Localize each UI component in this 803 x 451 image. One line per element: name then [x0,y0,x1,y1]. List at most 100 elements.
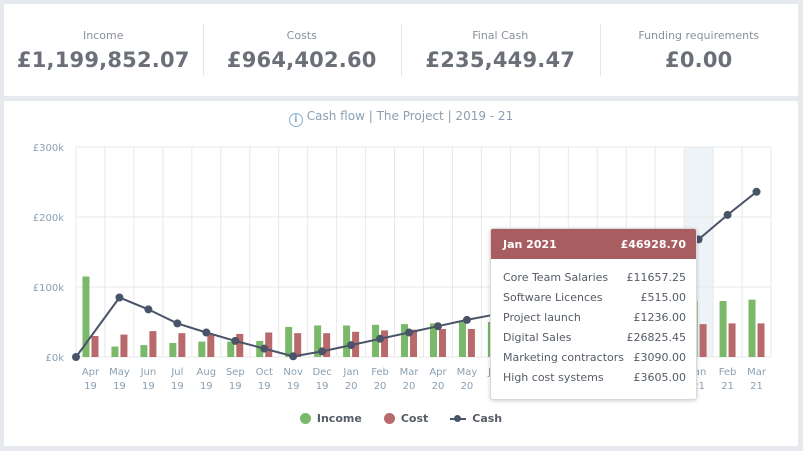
x-tick-month: Dec [312,367,331,378]
tooltip-row-label: Software Licences [503,290,603,304]
y-tick-label: £0k [45,353,64,364]
tooltip-row: Software Licences £515.00 [503,287,686,307]
cash-point [144,305,153,314]
tooltip-row-value: £11657.25 [626,270,687,284]
tooltip-row-label: High cost systems [503,370,604,384]
income-bar [314,325,322,357]
income-bar [372,324,380,357]
tooltip-body: Core Team Salaries £11657.25 Software Lic… [491,259,696,387]
tooltip-row-label: Core Team Salaries [503,270,609,284]
x-tick-month: Mar [400,367,420,378]
y-tick-label: £300k [33,143,64,154]
legend-item-income[interactable]: Income [299,412,362,425]
kpi-label: Funding requirements [638,28,760,42]
y-tick-label: £100k [33,283,64,294]
cost-bar [207,334,215,357]
tooltip-total: £46928.70 [620,237,686,251]
income-bar [198,341,206,357]
tooltip-row-label: Project launch [503,310,581,324]
x-tick-month: Apr [429,367,447,378]
x-tick-month: Nov [283,367,303,378]
tooltip-row-value: £515.00 [640,290,687,304]
x-tick-month: Apr [82,367,100,378]
tooltip-row-value: £26825.45 [626,330,687,344]
x-tick-year: 19 [84,381,97,392]
x-tick-year: 19 [113,381,126,392]
x-tick-year: 20 [345,381,358,392]
cost-swatch [383,413,395,424]
cash-point [173,319,182,328]
x-tick-month: Jul [170,367,183,378]
x-tick-month: Aug [197,367,217,378]
cash-point [752,187,761,196]
cash-point [462,315,471,324]
tooltip-row-value: £1236.00 [633,310,687,324]
kpi-label: Final Cash [472,28,529,42]
tooltip-row: High cost systems £3605.00 [503,367,686,387]
x-tick-month: Feb [371,367,389,378]
cash-point [72,353,80,361]
income-bar [169,343,177,357]
legend-item-cash[interactable]: Cash [450,412,502,425]
cash-point [347,341,356,350]
cost-bar [467,329,475,357]
tooltip-month: Jan 2021 [503,237,557,251]
x-tick-year: 21 [692,381,705,392]
cost-bar [438,329,446,357]
cost-bar [149,331,157,357]
cost-bar [728,323,736,357]
legend-label: Cost [400,412,429,425]
kpi-label: Income [83,28,124,42]
chart-title: Cash flow | The Project | 2019 - 21 [306,109,514,123]
cash-line-swatch [450,413,467,424]
cash-point [289,352,298,361]
income-bar [285,326,293,357]
income-bar [719,301,727,357]
income-bar [227,341,235,357]
x-tick-year: 19 [171,381,184,392]
x-tick-month: Feb [719,367,737,378]
income-bar [429,323,437,357]
cost-bar [294,333,302,357]
x-tick-year: 19 [258,381,271,392]
cash-point [723,210,732,219]
x-tick-month: Mar [747,367,767,378]
x-tick-year: 20 [374,381,387,392]
info-icon[interactable]: i [288,113,303,127]
x-tick-month: May [457,367,478,378]
x-tick-year: 21 [750,381,763,392]
x-tick-year: 19 [287,381,300,392]
cost-bar [323,333,331,357]
cost-bar [410,329,418,357]
x-tick-year: 20 [461,381,474,392]
kpi-label: Costs [286,28,317,42]
x-tick-month: Jun [140,367,157,378]
cost-bar [120,334,128,357]
cost-bar [91,336,99,357]
income-bar [82,276,90,357]
income-bar [748,299,756,357]
x-tick-month: May [109,367,130,378]
kpi-costs: Costs £964,402.60 [202,4,402,96]
x-tick-year: 19 [142,381,155,392]
x-tick-month: Jan [690,367,706,378]
x-tick-month: Jan [342,367,358,378]
income-bar [256,340,264,357]
legend-label: Cash [472,412,503,425]
cash-point [260,344,269,353]
legend-item-cost[interactable]: Cost [383,412,429,425]
tooltip-row: Core Team Salaries £11657.25 [503,267,686,287]
tooltip-row: Digital Sales £26825.45 [503,327,686,347]
cash-point [433,322,442,331]
cash-point [376,334,385,343]
income-swatch [299,413,311,424]
x-tick-year: 20 [403,381,416,392]
cash-point [231,336,240,345]
income-bar [458,322,466,357]
x-tick-month: Oct [256,367,273,378]
chart-tooltip: Jan 2021 £46928.70 Core Team Salaries £11… [490,228,697,400]
tooltip-header: Jan 2021 £46928.70 [491,229,696,259]
y-tick-label: £200k [33,213,64,224]
tooltip-row-label: Digital Sales [503,330,572,344]
legend-label: Income [316,412,362,425]
